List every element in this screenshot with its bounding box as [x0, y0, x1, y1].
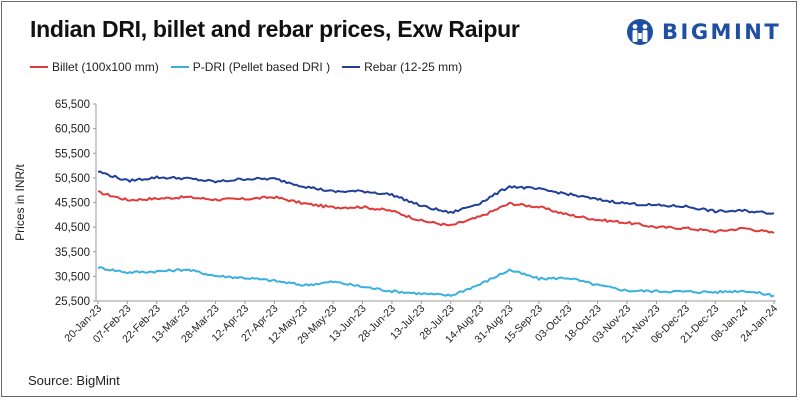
legend-label-billet: Billet (100x100 mm) — [52, 60, 159, 74]
chart-title: Indian DRI, billet and rebar prices, Exw… — [30, 16, 520, 42]
series-line-pdri — [97, 266, 775, 298]
legend-swatch-pdri — [170, 66, 189, 68]
y-tick-label: 60,500 — [55, 124, 90, 136]
y-axis-label: Prices in INR/t — [13, 163, 27, 240]
legend-swatch-rebar — [342, 66, 361, 68]
y-tick-label: 45,500 — [55, 198, 90, 210]
series-line-billet — [97, 190, 775, 234]
y-tick-label: 40,500 — [55, 222, 90, 234]
bigmint-logo-icon — [627, 19, 653, 45]
chart-legend: Billet (100x100 mm) P-DRI (Pellet based … — [30, 60, 474, 74]
logo-text: BIGMINT — [662, 20, 782, 44]
legend-item-billet: Billet (100x100 mm) — [30, 60, 159, 74]
legend-item-pdri: P-DRI (Pellet based DRI ) — [170, 60, 331, 74]
y-tick-label: 55,500 — [55, 148, 90, 160]
y-tick-label: 30,500 — [55, 271, 90, 283]
legend-label-rebar: Rebar (12-25 mm) — [364, 60, 463, 74]
legend-item-rebar: Rebar (12-25 mm) — [342, 60, 462, 74]
legend-label-pdri: P-DRI (Pellet based DRI ) — [192, 60, 331, 74]
brand-logo: BIGMINT — [626, 18, 781, 46]
y-tick-label: 50,500 — [55, 173, 90, 185]
y-tick-label: 25,500 — [55, 296, 90, 308]
y-tick-label: 35,500 — [55, 247, 90, 259]
legend-swatch-billet — [30, 66, 48, 68]
series-line-rebar — [97, 170, 775, 215]
y-tick-label: 65,500 — [55, 99, 90, 111]
source-note: Source: BigMint — [28, 373, 120, 388]
